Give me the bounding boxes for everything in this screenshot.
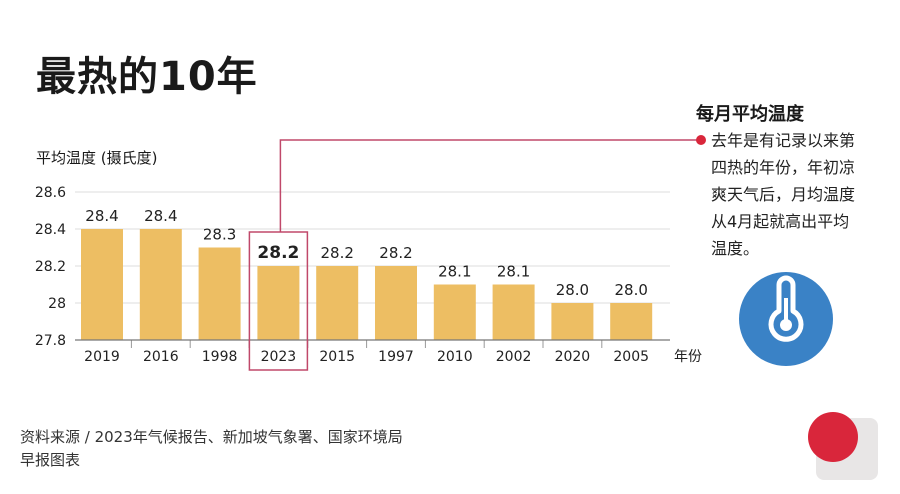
y-tick-label: 28.6 xyxy=(35,185,66,201)
bar xyxy=(81,229,123,340)
bar xyxy=(551,303,594,340)
x-tick-label: 2005 xyxy=(613,349,649,365)
axes: 27.8 28 28.2 28.4 28.6 2019 2016 1998 2023 2015 19… xyxy=(35,185,702,365)
y-tick-label: 28.2 xyxy=(35,259,66,275)
thermometer-bulb xyxy=(780,319,792,331)
bar xyxy=(316,266,359,340)
data-label: 28.0 xyxy=(556,281,589,299)
x-tick-label: 2019 xyxy=(84,349,120,365)
bar xyxy=(257,266,300,340)
callout-connector xyxy=(279,139,698,232)
x-axis-label: 年份 xyxy=(674,349,702,365)
chart-title: 最热的10年 xyxy=(36,54,258,100)
sidebar-heading: 每月平均温度 xyxy=(696,104,804,125)
x-tick-label: 2002 xyxy=(496,349,532,365)
y-tick-label: 27.8 xyxy=(35,333,66,349)
highlight-box xyxy=(248,231,309,371)
x-tick-label: 2016 xyxy=(143,349,179,365)
y-tick-label: 28.4 xyxy=(35,222,66,238)
y-axis-label: 平均温度 (摄氏度) xyxy=(36,149,158,167)
bars xyxy=(81,229,653,340)
bar xyxy=(375,266,417,340)
bar xyxy=(198,247,241,340)
logo-icon xyxy=(808,412,858,462)
x-tick-label: 2020 xyxy=(555,349,591,365)
x-tick-label: 2015 xyxy=(319,349,355,365)
data-label: 28.2 xyxy=(257,243,299,263)
bar xyxy=(610,303,653,340)
credit-line: 早报图表 xyxy=(20,451,81,469)
x-tick-label: 1998 xyxy=(202,349,238,365)
bar xyxy=(433,284,476,340)
data-label: 28.2 xyxy=(379,244,412,262)
data-label: 28.1 xyxy=(438,263,471,281)
data-label: 28.3 xyxy=(203,226,236,244)
callout-dot xyxy=(696,135,706,145)
data-label: 28.4 xyxy=(85,207,118,225)
data-label: 28.0 xyxy=(614,281,647,299)
thermometer-outline xyxy=(768,275,804,342)
callout xyxy=(248,135,833,371)
source-line: 资料来源 / 2023年气候报告、新加坡气象署、国家环境局 xyxy=(20,428,403,446)
thermometer-icon xyxy=(739,272,833,366)
data-label: 28.2 xyxy=(320,244,353,262)
bar xyxy=(139,229,182,340)
x-tick-label: 2010 xyxy=(437,349,473,365)
data-label: 28.4 xyxy=(144,207,177,225)
data-label: 28.1 xyxy=(497,263,530,281)
bar xyxy=(492,284,535,340)
x-tick-label: 2023 xyxy=(261,349,297,365)
y-tick-label: 28 xyxy=(48,296,66,312)
sidebar-text: 去年是有记录以来第四热的年份，年初凉爽天气后，月均温度从4月起就高出平均温度。 xyxy=(711,131,856,258)
value-labels: 28.4 28.4 28.3 28.2 28.2 28.2 28.1 28.1 28.0 28.0 xyxy=(85,207,648,299)
source-note: 资料来源 / 2023年气候报告、新加坡气象署、国家环境局 早报图表 xyxy=(20,426,403,472)
x-tick-label: 1997 xyxy=(378,349,414,365)
